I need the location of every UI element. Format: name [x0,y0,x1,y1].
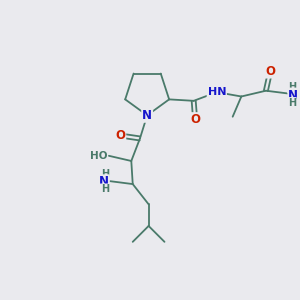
Text: HN: HN [208,87,226,97]
Text: H: H [100,169,109,179]
Text: H: H [288,82,296,92]
Text: O: O [190,113,200,126]
Text: N: N [142,109,152,122]
Text: H: H [288,98,296,108]
Text: O: O [115,129,125,142]
Text: H: H [100,184,109,194]
Text: N: N [99,175,109,188]
Text: N: N [288,88,298,101]
Text: HO: HO [90,151,107,161]
Text: O: O [265,64,275,78]
